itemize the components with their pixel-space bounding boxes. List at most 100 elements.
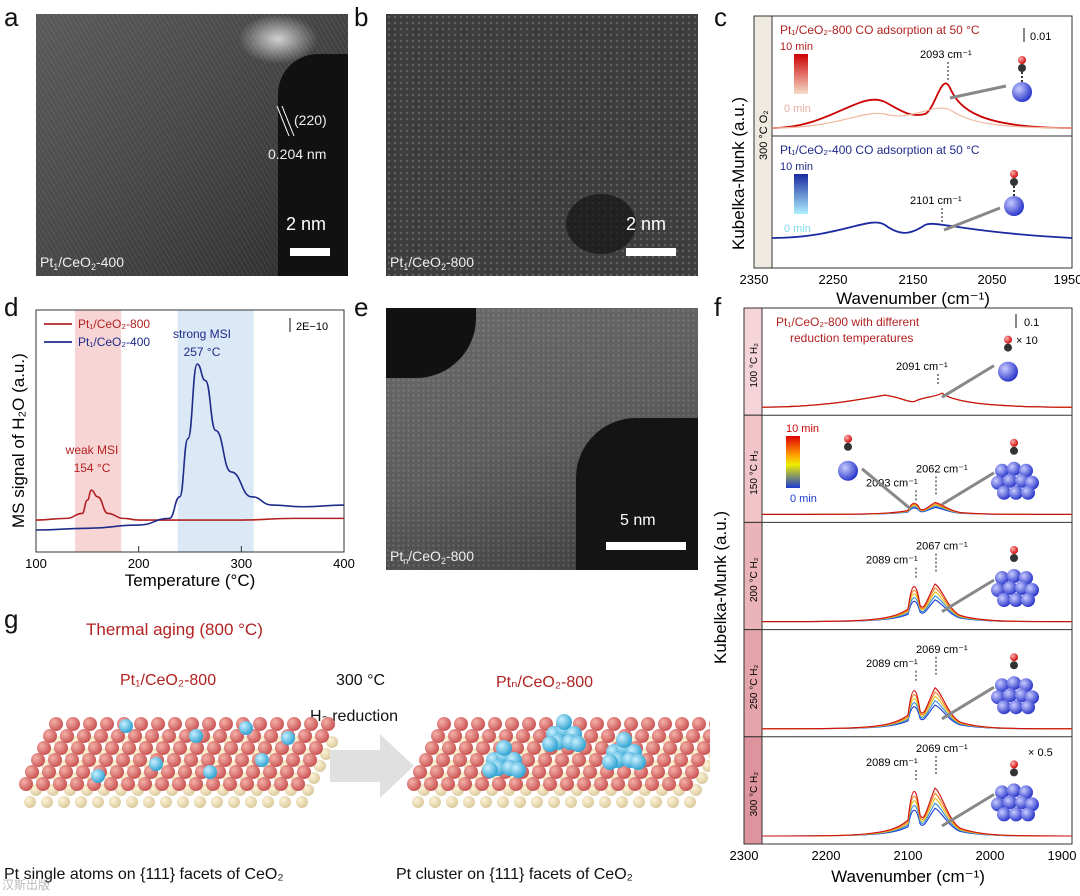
panel-f-side-4	[743, 736, 763, 845]
ce-atom	[128, 729, 142, 743]
pt-cluster-atom-icon-4-1	[1007, 783, 1021, 798]
panel-f-side-label-2: 200 °C H₂	[749, 557, 760, 602]
panel-label-b: b	[354, 2, 369, 32]
ce-atom	[286, 753, 300, 767]
ceo2-slab-right	[407, 714, 710, 808]
ce-atom	[218, 753, 232, 767]
ce-atom	[543, 777, 557, 791]
pt-atom-2	[239, 721, 253, 735]
ce-atom	[492, 777, 506, 791]
ce-atom	[470, 753, 484, 767]
ce-atom	[448, 729, 462, 743]
o-atom	[690, 784, 702, 796]
ce-atom	[219, 717, 233, 731]
o-atom	[126, 796, 138, 808]
ce-atom	[291, 777, 305, 791]
ce-atom	[641, 717, 655, 731]
sample-label-a: Pt1/CeO2-400	[40, 254, 124, 272]
carbon-atom-icon-top	[1018, 64, 1026, 72]
ce-atom	[59, 765, 73, 779]
ce-atom	[206, 777, 220, 791]
ce-atom	[207, 741, 221, 755]
ce-atom	[36, 777, 50, 791]
ce-atom	[257, 777, 271, 791]
oxygen-icon-3	[1010, 653, 1018, 662]
panel-c-blue-spectrum	[771, 221, 1073, 239]
pt-cluster-atom-icon-3-4	[1003, 688, 1017, 703]
carbon-atom-icon-bottom	[1010, 178, 1018, 186]
o-atom	[531, 796, 543, 808]
panel-f-x-ticks: 2300 2200 2100 2000 1900	[730, 848, 1077, 863]
pt-cluster-atom-icon-2-9	[1021, 593, 1035, 607]
o-atom	[211, 796, 223, 808]
ce-atom	[190, 741, 204, 755]
ce-atom	[99, 753, 113, 767]
ce-atom	[658, 717, 672, 731]
pt-cluster-atom-icon-4-7	[997, 807, 1011, 822]
panel-f-arrow-2	[941, 578, 995, 613]
oxygen-icon-0	[1004, 335, 1012, 344]
oxygen-icon-2	[1010, 546, 1018, 554]
ce-atom	[577, 777, 591, 791]
o-atom	[109, 796, 121, 808]
pt-atom-5	[91, 769, 105, 783]
panel-g-right-label: Ptₙ/CeO₂-800	[496, 674, 594, 691]
panel-f-title-2: reduction temperatures	[790, 331, 913, 345]
panel-f-scale-label: 0.1	[1024, 317, 1039, 329]
ce-atom	[60, 729, 74, 743]
carbon-icon-0	[1004, 343, 1012, 352]
panel-c-ylabel: Kubelka-Munk (a.u.)	[729, 97, 748, 250]
panel-c-x-ticks: 2350 2250 2150 2050 1950	[740, 272, 1080, 287]
ce-atom	[172, 777, 186, 791]
ce-atom	[65, 753, 79, 767]
panel-f-tick-2: 2100	[894, 848, 923, 863]
ce-atom	[549, 765, 563, 779]
x-tick-label-1: 200	[128, 556, 150, 571]
ce-atom	[419, 753, 433, 767]
ce-atom	[685, 765, 699, 779]
ce-atom	[274, 777, 288, 791]
ce-atom	[527, 741, 541, 755]
ce-atom	[315, 729, 329, 743]
panel-g-schematic	[19, 714, 710, 808]
o-atom	[177, 796, 189, 808]
panel-c-chart: 300 °C O₂ Pt₁/CeO₂-800 CO adsorption at …	[729, 15, 1080, 308]
panel-c-side-bar	[753, 15, 773, 269]
ce-atom	[133, 753, 147, 767]
ce-atom	[229, 765, 243, 779]
ce-atom	[555, 753, 569, 767]
panel-g-left-label: Pt₁/CeO₂-800	[120, 672, 217, 689]
ce-atom	[522, 717, 536, 731]
panel-f-arrow-0	[941, 364, 995, 399]
o-atom	[633, 796, 645, 808]
pt-cluster-2-6	[602, 754, 618, 770]
ce-atom	[42, 765, 56, 779]
o-atom	[308, 772, 320, 784]
panel-f-peak2-3: 2069 cm⁻¹	[916, 644, 968, 656]
ce-atom	[436, 753, 450, 767]
ce-atom	[471, 717, 485, 731]
oxygen-atom-icon-bottom	[1010, 170, 1018, 178]
o-atom	[24, 796, 36, 808]
panel-c-xlabel: Wavenumber (cm⁻¹)	[836, 289, 990, 308]
legend-label-800: Pt₁/CeO₂-800	[78, 317, 150, 331]
panel-f-side-label-3: 250 °C H₂	[749, 665, 760, 710]
panel-c-bottom-title: Pt₁/CeO₂-400 CO adsorption at 50 °C	[780, 143, 980, 157]
pt-cluster-2-7	[630, 754, 646, 770]
pt-cluster-atom-icon-2-4	[1003, 581, 1017, 595]
ce-atom	[538, 753, 552, 767]
pt-cluster-atom-icon-1-0	[995, 463, 1009, 478]
o-atom	[41, 796, 53, 808]
ce-atom	[464, 765, 478, 779]
pt-cluster-atom-icon-3-1	[1007, 676, 1021, 691]
ce-atom	[111, 729, 125, 743]
panel-c-arrow-bottom	[943, 206, 1001, 232]
panel-f-tick-4: 1900	[1048, 848, 1077, 863]
o-atom	[463, 796, 475, 808]
ce-atom	[437, 717, 451, 731]
panel-f-xlabel: Wavenumber (cm⁻¹)	[831, 867, 985, 886]
ce-atom	[37, 741, 51, 755]
panel-label-g: g	[4, 604, 19, 634]
pt-atom-6	[203, 765, 217, 779]
panel-c-legend-red	[794, 54, 808, 94]
